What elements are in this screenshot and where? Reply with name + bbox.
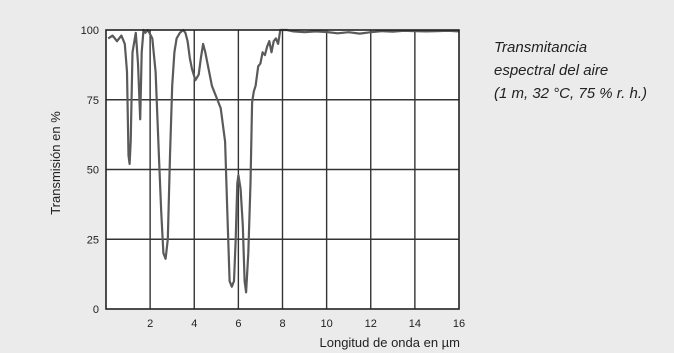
y-tick-label: 75 bbox=[87, 95, 99, 107]
x-tick-labels: 2 4 6 8 10 12 14 16 bbox=[147, 318, 465, 330]
y-tick-labels: 0 25 50 75 100 bbox=[81, 25, 99, 316]
annotation-line: espectral del aire bbox=[494, 62, 608, 79]
x-tick-label: 8 bbox=[279, 318, 285, 330]
x-axis-label: Longitud de onda en µm bbox=[320, 335, 461, 350]
transmittance-series-line bbox=[107, 28, 460, 294]
x-tick-label: 14 bbox=[409, 318, 421, 330]
y-tick-label: 100 bbox=[81, 25, 99, 37]
y-tick-label: 0 bbox=[93, 304, 99, 316]
annotation-line: (1 m, 32 °C, 75 % r. h.) bbox=[494, 85, 647, 102]
y-tick-label: 50 bbox=[87, 165, 99, 177]
x-tick-label: 12 bbox=[365, 318, 377, 330]
plot-border bbox=[105, 29, 460, 310]
grid bbox=[106, 30, 459, 309]
y-axis-label: Transmisión en % bbox=[48, 111, 63, 215]
x-tick-label: 2 bbox=[147, 318, 153, 330]
x-tick-label: 10 bbox=[321, 318, 333, 330]
x-tick-label: 6 bbox=[235, 318, 241, 330]
series-layer bbox=[107, 28, 460, 294]
x-tick-label: 16 bbox=[453, 318, 465, 330]
x-tick-label: 4 bbox=[191, 318, 197, 330]
plot-frame bbox=[105, 29, 460, 310]
chart-annotation: Transmitancia espectral del aire (1 m, 32 … bbox=[494, 39, 647, 102]
annotation-line: Transmitancia bbox=[494, 39, 587, 56]
y-tick-label: 25 bbox=[87, 234, 99, 246]
